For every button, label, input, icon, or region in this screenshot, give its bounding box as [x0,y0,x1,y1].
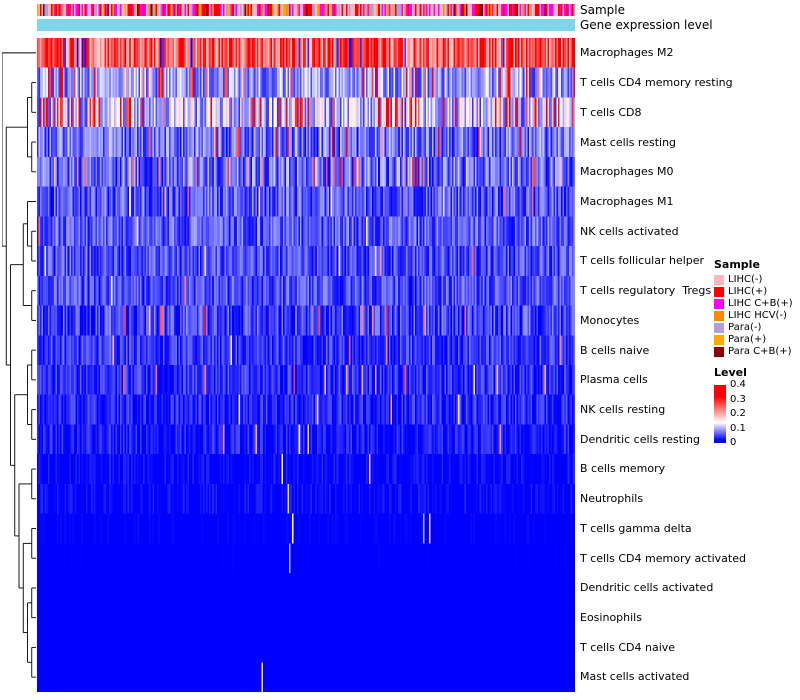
legend-swatch [714,274,724,285]
legend-label: Para C+B(+) [728,346,792,357]
legend-swatch [714,334,724,345]
level-legend-title: Level [714,366,747,379]
row-label: T cells CD4 memory activated [580,551,746,565]
gene-expression-annotation-bar [37,19,575,31]
row-label: Monocytes [580,313,640,327]
row-label: NK cells activated [580,224,679,238]
sample-legend-entry: Para(+) [714,334,800,345]
row-label: T cells follicular helper [580,254,705,268]
row-label: Mast cells activated [580,670,690,684]
sample-legend-entries: LIHC(-) LIHC(+) LIHC C+B(+) LIHC HCV(-) Para… [714,274,800,357]
row-label: T cells regulatory Tregs [580,284,712,298]
sample-legend-entry: LIHC C+B(+) [714,298,800,309]
row-label: T cells CD8 [580,105,642,119]
legend-swatch [714,346,724,357]
row-label: Eosinophils [580,611,642,625]
sample-legend-entry: Para(-) [714,322,800,333]
legend-label: Para(-) [728,322,762,333]
legend-swatch [714,286,724,297]
level-legend: 0.4 0.3 0.2 0.1 0 [714,380,800,454]
row-label: Macrophages M1 [580,194,674,208]
legend-label: LIHC(+) [728,286,768,297]
row-dendrogram [2,52,36,678]
legend-swatch [714,298,724,309]
row-labels-column: Macrophages M2 T cells CD4 memory resting… [580,38,780,692]
sample-legend-entry: LIHC(-) [714,274,800,285]
legend-label: Para(+) [728,334,767,345]
level-tick-label: 0.3 [730,393,746,405]
row-label: T cells CD4 memory resting [580,76,733,90]
row-label: Neutrophils [580,492,644,506]
sample-legend-entry: LIHC(+) [714,286,800,297]
sample-legend-entry: LIHC HCV(-) [714,310,800,321]
row-label: NK cells resting [580,402,666,416]
row-label: Plasma cells [580,373,648,387]
legend-label: LIHC(-) [728,274,763,285]
sample-annotation-bar [37,4,575,16]
row-label: T cells gamma delta [580,521,692,535]
row-label: Macrophages M0 [580,165,674,179]
legend-panel: Sample LIHC(-) LIHC(+) LIHC C+B(+) LIHC HCV… [714,258,800,454]
row-label: Macrophages M2 [580,46,674,60]
level-gradient-bar [714,385,726,443]
row-label: Dendritic cells activated [580,581,714,595]
level-tick-label: 0.1 [730,422,746,434]
gene-expression-annotation-label: Gene expression level [580,18,713,32]
heatmap-canvas [37,38,575,692]
legend-swatch [714,322,724,333]
row-label: Dendritic cells resting [580,432,700,446]
legend-label: LIHC HCV(-) [728,310,787,321]
row-label: T cells CD4 naive [580,640,676,654]
sample-annotation-label: Sample [580,3,625,17]
legend-swatch [714,310,724,321]
row-label: Mast cells resting [580,135,677,149]
row-label: B cells memory [580,462,666,476]
row-label: B cells naive [580,343,650,357]
sample-legend-title: Sample [714,258,760,271]
level-tick-label: 0.4 [730,379,746,390]
sample-legend-entry: Para C+B(+) [714,346,800,357]
level-tick-labels: 0.4 0.3 0.2 0.1 0 [730,380,770,448]
legend-label: LIHC C+B(+) [728,298,793,309]
level-tick-label: 0 [730,437,737,448]
level-tick-label: 0.2 [730,408,746,419]
